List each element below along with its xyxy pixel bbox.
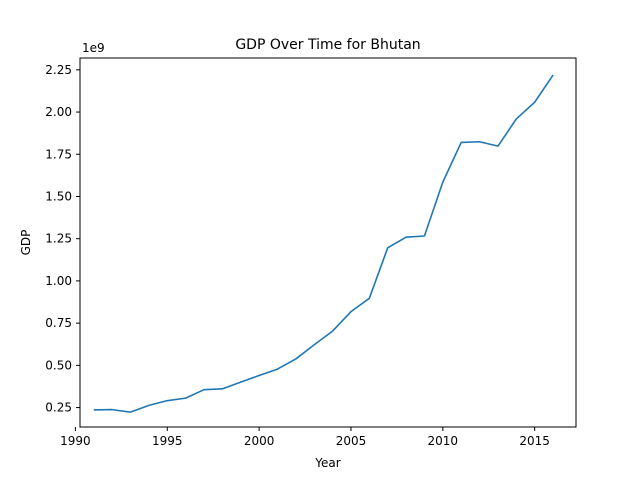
gdp-series-line	[93, 74, 554, 413]
y-tick-label: 0.25	[45, 401, 72, 415]
y-tick-label: 2.25	[45, 63, 72, 77]
x-tick-label: 2005	[336, 434, 367, 448]
y-axis-ticks: 0.25 0.50 0.75 1.00 1.25 1.50 1.75 2.00 2.25	[45, 63, 80, 415]
x-tick-label: 2000	[244, 434, 275, 448]
series-lines	[93, 74, 554, 413]
y-tick-label: 1.00	[45, 274, 72, 288]
y-tick-label: 1.50	[45, 189, 72, 203]
x-axis-label: Year	[314, 456, 340, 470]
x-tick-label: 2010	[428, 434, 459, 448]
y-tick-label: 1.25	[45, 232, 72, 246]
y-tick-label: 0.75	[45, 316, 72, 330]
y-axis-label: GDP	[19, 230, 33, 256]
x-tick-label: 2015	[519, 434, 550, 448]
chart-title: GDP Over Time for Bhutan	[235, 37, 420, 53]
plot-area-frame	[79, 57, 577, 428]
y-tick-label: 1.75	[45, 147, 72, 161]
y-tick-label: 2.00	[45, 105, 72, 119]
x-tick-label: 1995	[152, 434, 183, 448]
x-axis-ticks: 1990 1995 2000 2005 2010 2015	[60, 427, 550, 448]
x-tick-label: 1990	[60, 434, 91, 448]
y-tick-label: 0.50	[45, 358, 72, 372]
y-axis-offset-label: 1e9	[82, 41, 105, 55]
